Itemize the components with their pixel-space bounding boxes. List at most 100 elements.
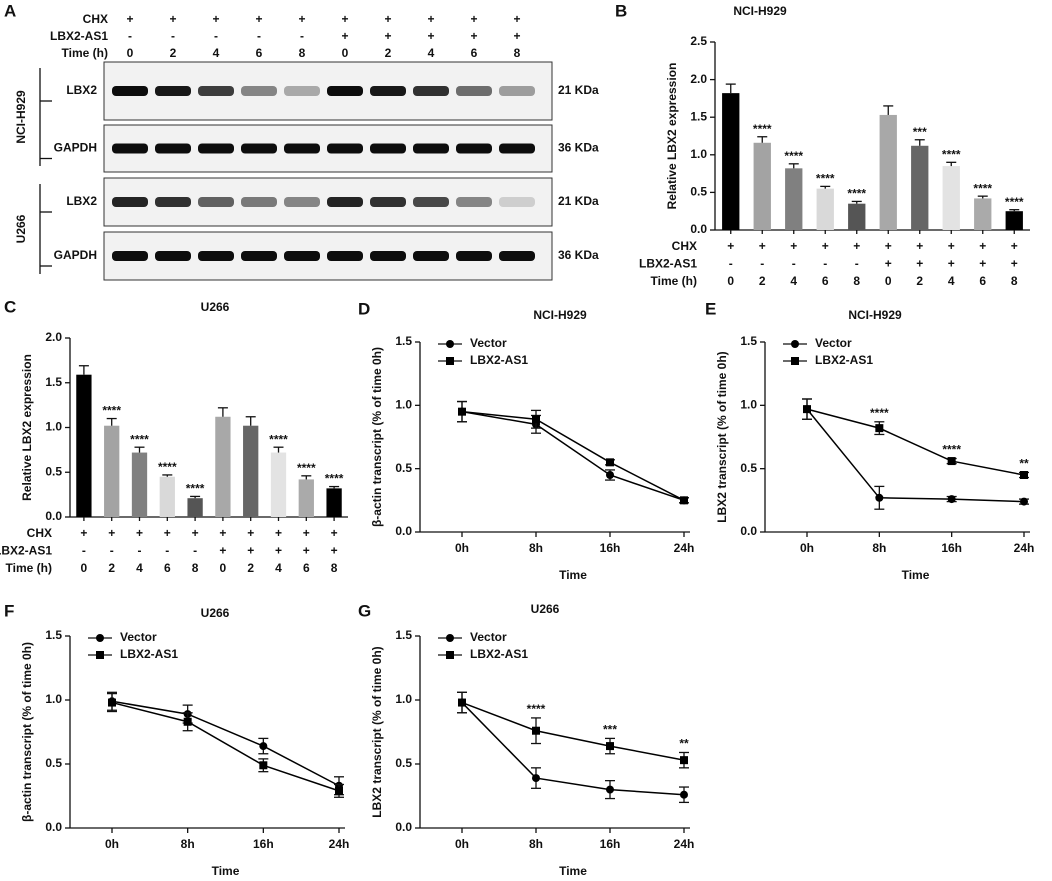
band [370,197,406,207]
row-value: - [855,257,859,271]
y-axis-label: Relative LBX2 expression [20,354,34,501]
significance: **** [1005,195,1024,209]
band [413,197,449,207]
bar [785,168,803,230]
row-value: - [300,29,304,43]
y-tick-label: 2.0 [45,330,62,344]
y-axis-label: β-actin transcript (% of time 0h) [20,642,34,822]
size-label: 21 KDa [558,194,599,208]
legend-marker [446,357,454,365]
row-value: 8 [853,274,860,288]
legend-marker [446,651,454,659]
row-value: - [82,544,86,558]
bar [298,479,314,517]
x-tick-label: 8h [872,541,886,555]
band [499,251,535,261]
bar [722,93,740,230]
row-value: - [138,544,142,558]
bar [215,416,231,517]
band [198,86,234,96]
y-tick-label: 1.0 [45,420,62,434]
row-value: + [298,12,305,26]
line [461,410,685,502]
cell-line-label: U266 [14,214,28,243]
band [456,251,492,261]
legend-label: LBX2-AS1 [470,353,528,367]
row-value: + [341,12,348,26]
bar [243,425,259,517]
marker [532,774,540,783]
bar [76,374,92,517]
row-value: + [513,12,520,26]
band [327,251,363,261]
row-value: + [384,12,391,26]
marker [803,405,811,414]
y-tick-label: 1.5 [740,334,757,348]
x-tick-label: 24h [674,541,695,555]
band [370,251,406,261]
x-tick-label: 8h [529,541,543,555]
row-value: - [165,544,169,558]
line [111,701,340,792]
row-value: + [219,544,226,558]
y-tick-label: 1.0 [45,692,62,706]
row-value: - [760,257,764,271]
panel-label: E [705,299,716,318]
bar [816,188,834,230]
x-tick-label: 16h [600,541,621,555]
row-value: + [384,29,391,43]
row-value: 6 [471,46,478,60]
protein-label: GAPDH [54,141,97,155]
x-tick-label: 0h [105,837,119,851]
chart-title: NCI-H929 [733,4,787,18]
band [413,86,449,96]
row-value: 0 [727,274,734,288]
bar [1005,211,1023,230]
y-tick-label: 1.5 [395,334,412,348]
significance: ** [679,737,689,751]
significance: **** [816,172,835,186]
row-label: Time (h) [651,274,697,288]
row-value: + [790,239,797,253]
marker [606,471,614,479]
row-value: 2 [170,46,177,60]
row-value: 6 [303,561,310,575]
bar [326,488,342,517]
row-value: 2 [759,274,766,288]
marker [947,495,956,504]
band [327,143,363,154]
y-tick-label: 0.0 [395,524,412,538]
row-value: 8 [299,46,306,60]
row-value: - [823,257,827,271]
row-value: - [128,29,132,43]
bar [848,203,866,230]
x-axis-label: Time [902,568,930,582]
row-value: - [171,29,175,43]
row-label: CHX [672,239,697,253]
x-tick-label: 24h [1014,541,1035,555]
row-value: + [126,12,133,26]
row-value: 4 [275,561,282,575]
y-tick-label: 2.5 [690,34,707,48]
band [499,86,535,96]
x-tick-label: 16h [253,837,274,851]
bar [942,166,960,230]
marker [680,496,688,505]
marker [1020,471,1028,479]
row-value: 2 [916,274,923,288]
size-label: 21 KDa [558,83,599,97]
line [806,408,1025,503]
x-tick-label: 0h [800,541,814,555]
row-value: + [822,239,829,253]
row-value: + [979,239,986,253]
marker [875,424,884,433]
row-value: + [948,257,955,271]
bar [131,452,148,517]
significance: *** [913,125,927,139]
significance: **** [130,432,149,446]
row-value: 8 [331,561,338,575]
cell-line-label: NCI-H929 [14,90,28,144]
row-value: 4 [428,46,435,60]
marker [458,698,466,707]
